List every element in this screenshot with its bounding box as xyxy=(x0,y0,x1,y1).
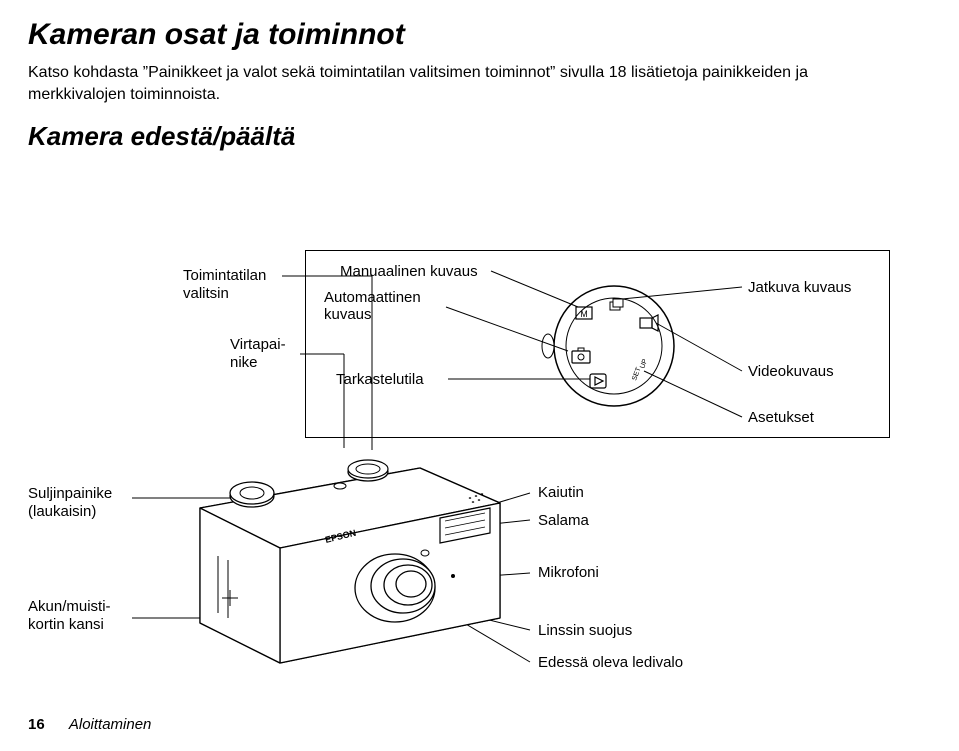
label-power-button: Virtapai- nike xyxy=(230,336,286,372)
label-lens-cover: Linssin suojus xyxy=(538,622,632,640)
intro-paragraph: Katso kohdasta ”Painikkeet ja valot sekä… xyxy=(28,62,899,107)
camera-illustration: EPSON xyxy=(170,438,570,688)
label-speaker: Kaiutin xyxy=(538,484,584,502)
subtitle: Kamera edestä/päältä xyxy=(28,121,959,152)
label-front-led: Edessä oleva ledivalo xyxy=(538,654,683,672)
label-flash: Salama xyxy=(538,512,589,530)
label-mode-selector: Toimintatilan valitsin xyxy=(183,267,266,303)
page-number: 16 xyxy=(28,716,45,733)
svg-text:M: M xyxy=(580,309,588,319)
label-battery-cover: Akun/muisti- kortin kansi xyxy=(28,598,111,634)
section-name: Aloittaminen xyxy=(69,716,152,733)
page-title: Kameran osat ja toiminnot xyxy=(28,18,959,52)
page-footer: 16 Aloittaminen xyxy=(28,716,151,733)
label-mic: Mikrofoni xyxy=(538,564,599,582)
mode-dial-panel: Manuaalinen kuvaus Automaattinen kuvaus … xyxy=(305,250,890,438)
mode-dial-svg: M SET UP xyxy=(306,251,891,439)
label-shutter: Suljinpainike (laukaisin) xyxy=(28,485,112,521)
page: Kameran osat ja toiminnot Katso kohdasta… xyxy=(0,18,959,751)
